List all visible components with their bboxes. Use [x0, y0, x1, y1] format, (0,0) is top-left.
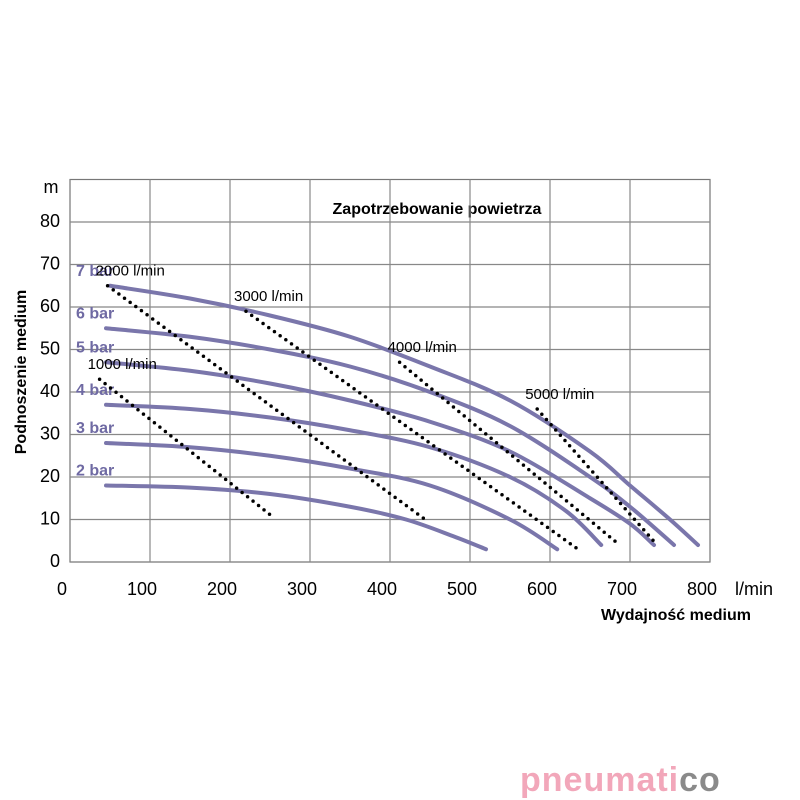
curve-label: 2 bar [76, 463, 114, 480]
pump-curve [104, 360, 656, 547]
air-consumption-label: 5000 l/min [525, 386, 594, 403]
air-consumption-line [244, 309, 580, 551]
x-unit: l/min [735, 579, 773, 599]
chart-title: Zapotrzebowanie powietrza [333, 201, 542, 218]
y-tick-label: 10 [40, 508, 60, 528]
air-consumption-line [397, 360, 622, 547]
y-tick-label: 0 [50, 551, 60, 571]
curve-label: 4 bar [76, 382, 114, 399]
air-consumption-label: 3000 l/min [234, 288, 303, 305]
air-consumption-label: 1000 l/min [88, 356, 157, 373]
y-tick-label: 80 [40, 211, 60, 231]
air-consumption-label: 2000 l/min [96, 263, 165, 280]
brand-end: co [679, 761, 721, 799]
air-consumption-line [535, 407, 659, 547]
y-unit: m [44, 177, 59, 197]
air-consumption-label: 4000 l/min [388, 339, 457, 356]
brand-main: pneumati [520, 761, 679, 799]
air-consumption-line [97, 377, 273, 517]
y-tick-label: 60 [40, 296, 60, 316]
curve-label: 6 bar [76, 305, 114, 322]
x-tick-label: 200 [207, 579, 237, 599]
x-tick-label: 100 [127, 579, 157, 599]
x-axis-label: Wydajność medium [601, 607, 751, 624]
y-axis-label: Podnoszenie medium [13, 290, 30, 454]
x-tick-label: 600 [527, 579, 557, 599]
pump-curve [104, 402, 604, 547]
x-tick-label: 300 [287, 579, 317, 599]
brand-logo: pneumatico [520, 761, 721, 799]
x-tick-label: 700 [607, 579, 637, 599]
x-tick-label: 800 [687, 579, 717, 599]
curve-label: 7 bar [76, 263, 114, 280]
y-tick-label: 30 [40, 423, 60, 443]
y-tick-label: 70 [40, 253, 60, 273]
y-tick-label: 20 [40, 466, 60, 486]
curve-label: 3 bar [76, 420, 114, 437]
pump-curve [104, 483, 488, 552]
x-tick-label: 500 [447, 579, 477, 599]
pump-curve [104, 441, 560, 552]
air-consumption-line [105, 284, 427, 522]
x-tick-label: 0 [57, 579, 67, 599]
y-tick-label: 50 [40, 338, 60, 358]
x-tick-label: 400 [367, 579, 397, 599]
pump-curve [108, 283, 700, 547]
curve-label: 5 bar [76, 339, 114, 356]
y-tick-label: 40 [40, 381, 60, 401]
